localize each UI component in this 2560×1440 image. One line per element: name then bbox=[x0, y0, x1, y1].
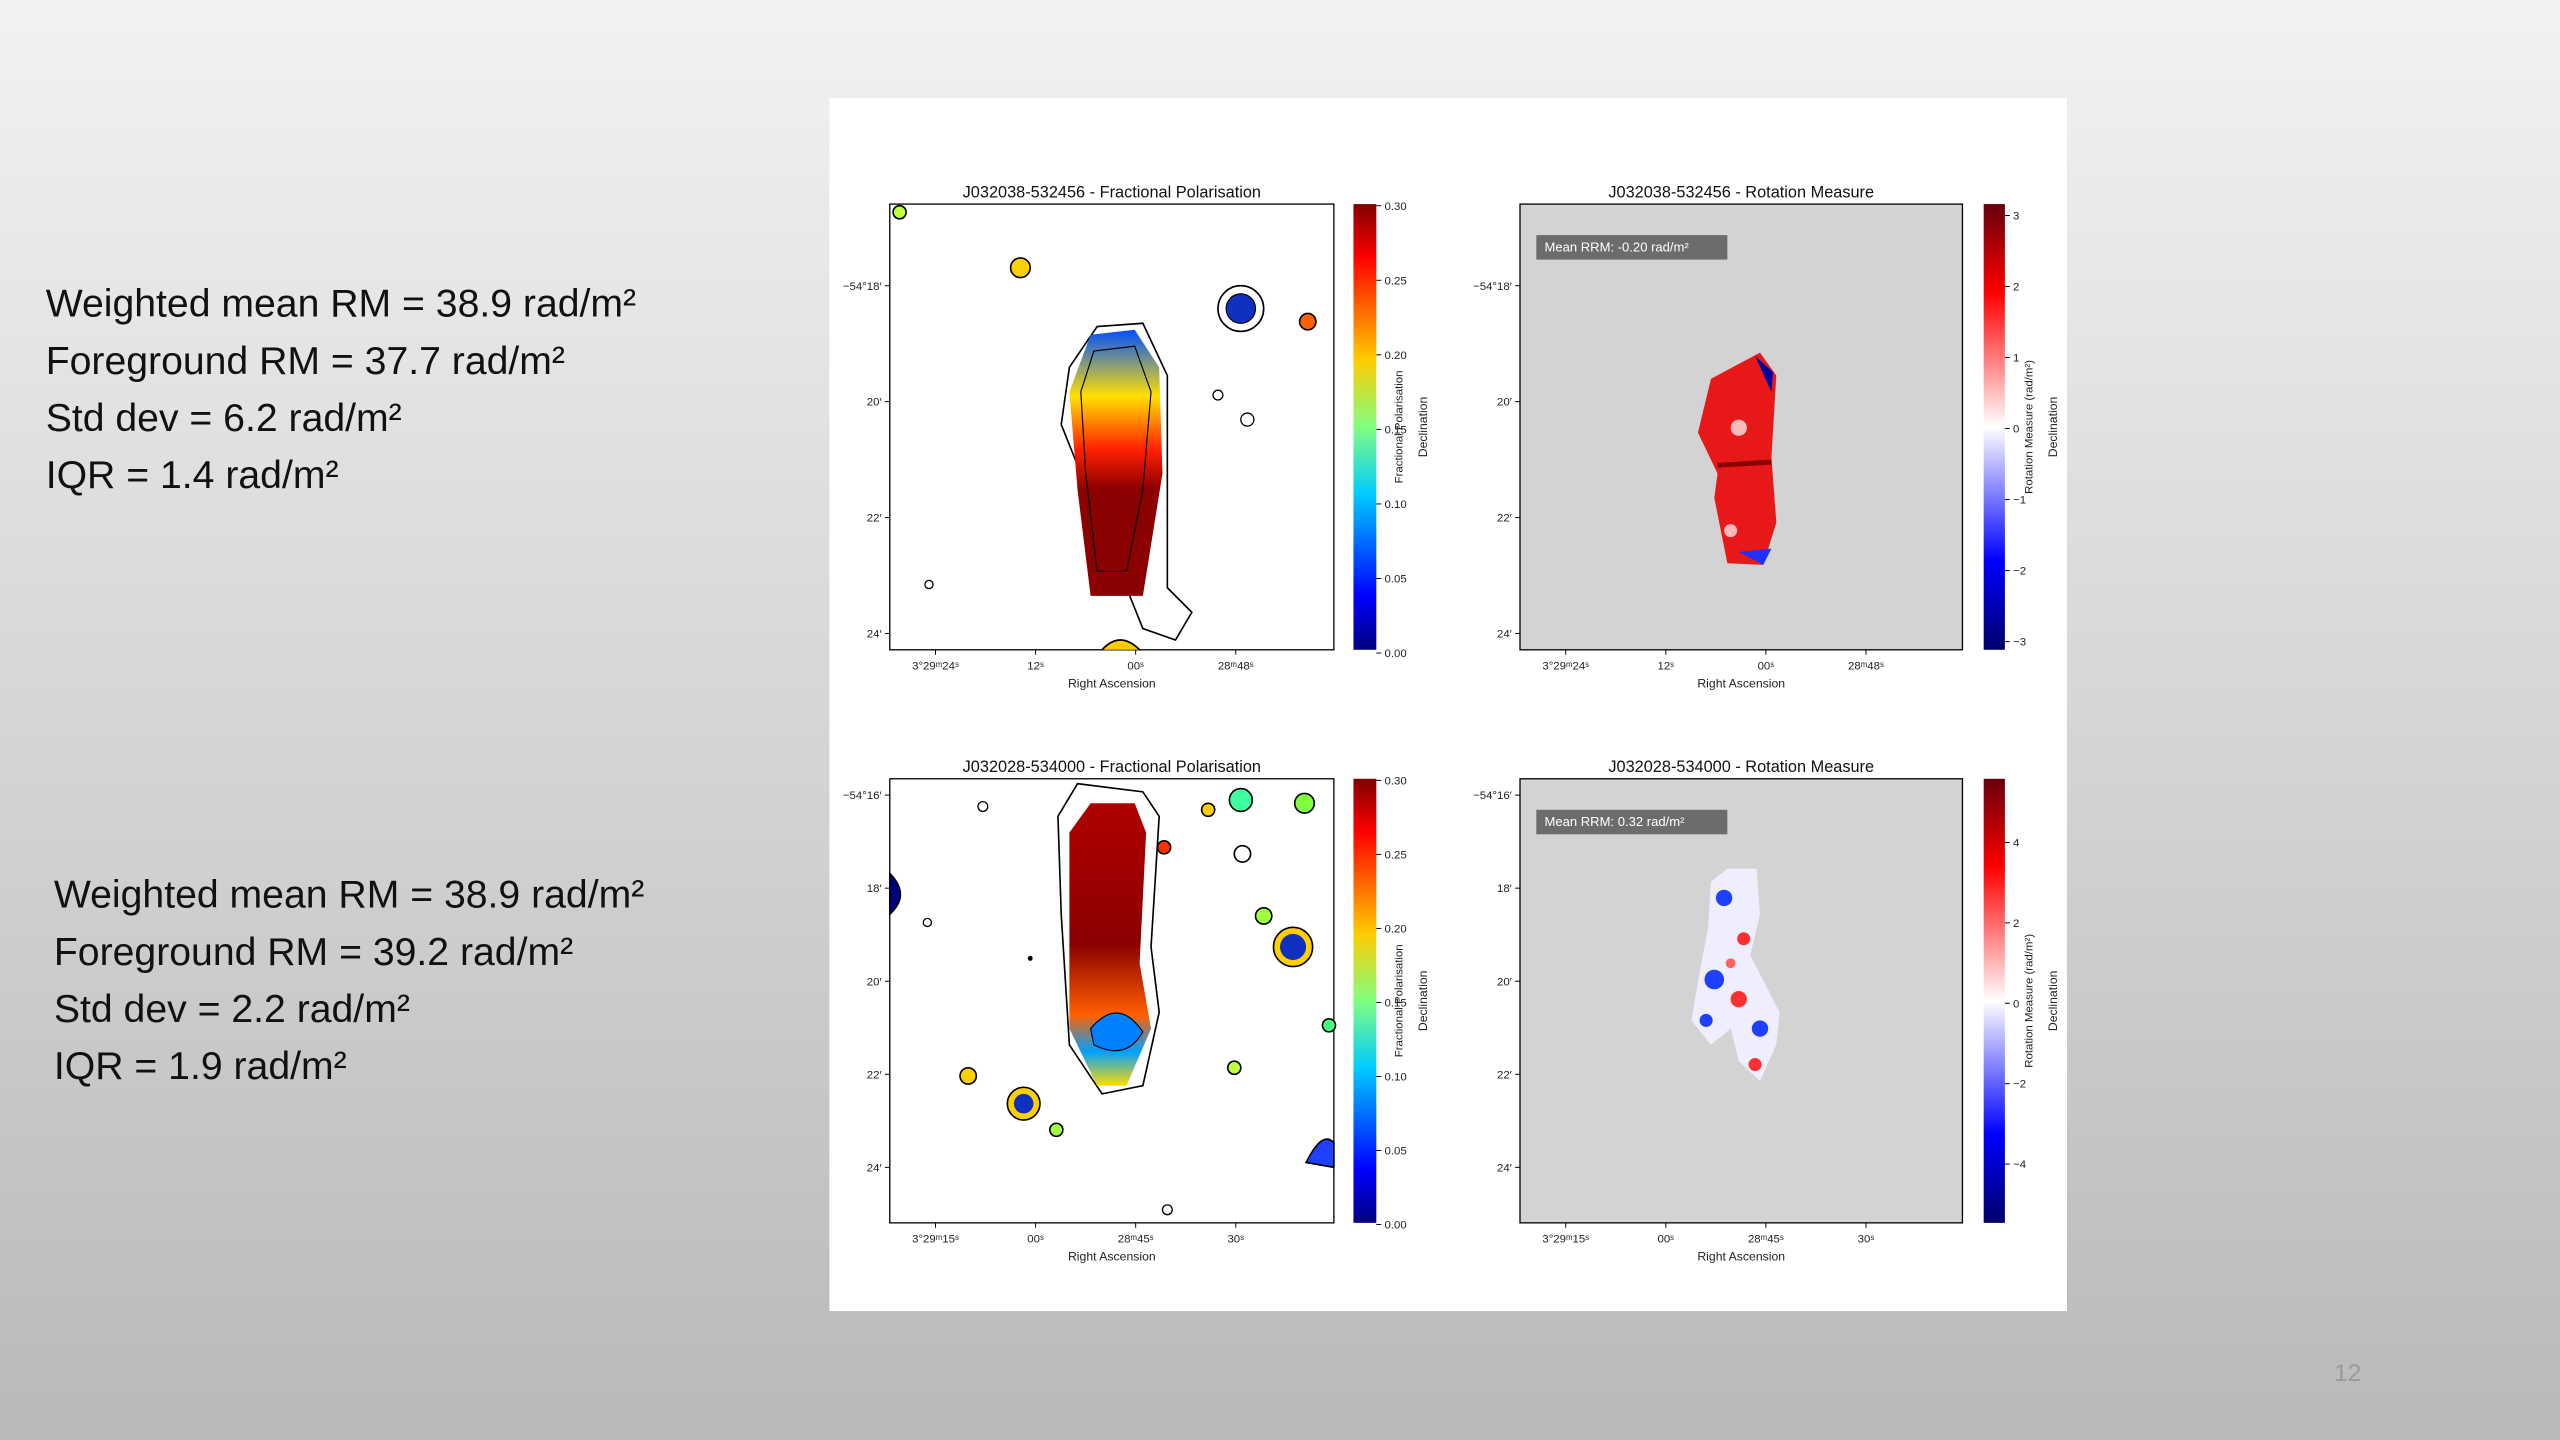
x-axis-label: Right Ascension bbox=[1697, 1249, 1785, 1263]
y-tick-label: 24′ bbox=[867, 629, 882, 641]
colorbar-tick-label: −2 bbox=[2013, 566, 2026, 578]
colorbar-tick-label: 0 bbox=[2013, 998, 2019, 1010]
colorbar bbox=[1353, 778, 1377, 1223]
colorbar bbox=[1983, 778, 2005, 1223]
source-image bbox=[892, 204, 1317, 651]
y-tick-label: 22′ bbox=[1497, 1069, 1512, 1081]
colorbar-tick-label: −2 bbox=[2013, 1079, 2026, 1091]
colorbar-label: Rotation Measure (rad/m²) bbox=[2024, 934, 2036, 1068]
annotation: Mean RRM: -0.20 rad/m² bbox=[1544, 239, 1689, 254]
colorbar bbox=[1983, 204, 2005, 650]
colorbar-tick-label: 0.30 bbox=[1384, 201, 1406, 213]
y-tick-label: 24′ bbox=[867, 1162, 882, 1174]
colorbar bbox=[1353, 204, 1377, 650]
x-tick-label: 30ˢ bbox=[1227, 1233, 1244, 1245]
stat-line: Foreground RM = 39.2 rad/m² bbox=[54, 931, 573, 974]
annotation-box bbox=[1536, 235, 1728, 260]
colorbar-label: Fractional Polarisation bbox=[1393, 944, 1405, 1057]
x-tick-label: 00ˢ bbox=[1658, 1233, 1675, 1245]
y-tick-label: 18′ bbox=[1497, 883, 1512, 895]
source-image bbox=[888, 782, 1337, 1216]
x-tick-label: 30ˢ bbox=[1858, 1233, 1875, 1245]
y-tick-label: −54°18′ bbox=[1473, 281, 1512, 293]
x-axis-label: Right Ascension bbox=[1068, 1249, 1156, 1263]
x-tick-label: 3°29ᵐ15ˢ bbox=[912, 1233, 959, 1245]
colorbar-tick-label: 3 bbox=[2013, 211, 2019, 223]
colorbar-tick-label: 0.10 bbox=[1384, 499, 1406, 511]
y-tick-label: 22′ bbox=[867, 1069, 882, 1081]
colorbar-tick-label: 0.20 bbox=[1384, 924, 1406, 936]
x-tick-label: 28ᵐ48ˢ bbox=[1848, 660, 1884, 672]
y-tick-label: 22′ bbox=[867, 513, 882, 525]
y-tick-label: 20′ bbox=[867, 976, 882, 988]
x-tick-label: 3°29ᵐ24ˢ bbox=[1542, 660, 1589, 672]
y-tick-label: 20′ bbox=[1497, 397, 1512, 409]
colorbar-tick-label: 0.20 bbox=[1384, 350, 1406, 362]
stat-line: Weighted mean RM = 38.9 rad/m² bbox=[46, 283, 636, 326]
stat-line: Std dev = 2.2 rad/m² bbox=[54, 988, 410, 1031]
annotation-box bbox=[1536, 809, 1728, 835]
y-axis-label: Declination bbox=[2046, 396, 2060, 457]
colorbar-tick-label: 0.25 bbox=[1384, 850, 1406, 862]
colorbar-tick-label: 1 bbox=[2013, 353, 2019, 365]
colorbar-tick-label: 2 bbox=[2013, 918, 2019, 930]
colorbar-tick-label: 2 bbox=[2013, 282, 2019, 294]
colorbar-tick-label: 4 bbox=[2013, 838, 2020, 850]
y-tick-label: 24′ bbox=[1497, 1162, 1512, 1174]
page-number: 12 bbox=[2334, 1360, 2361, 1387]
y-tick-label: 18′ bbox=[867, 883, 882, 895]
x-tick-label: 28ᵐ45ˢ bbox=[1118, 1233, 1154, 1245]
colorbar-tick-label: 0.05 bbox=[1384, 574, 1406, 586]
colorbar-tick-label: 0.00 bbox=[1384, 1220, 1406, 1232]
colorbar-tick-label: 0.25 bbox=[1384, 275, 1406, 287]
x-tick-label: 12ˢ bbox=[1027, 660, 1044, 672]
panel-title: J032038-532456 - Fractional Polarisation bbox=[963, 184, 1261, 202]
x-axis-label: Right Ascension bbox=[1697, 676, 1785, 690]
panel-title: J032028-534000 - Rotation Measure bbox=[1608, 758, 1874, 776]
colorbar-tick-label: −1 bbox=[2013, 495, 2026, 507]
rm-map bbox=[1697, 352, 1777, 565]
stat-line: IQR = 1.9 rad/m² bbox=[54, 1045, 347, 1088]
colorbar-label: Fractional Polarisation bbox=[1393, 371, 1405, 484]
annotation: Mean RRM: 0.32 rad/m² bbox=[1544, 814, 1685, 829]
colorbar-tick-label: 0.30 bbox=[1384, 775, 1406, 787]
panel-title: J032038-532456 - Rotation Measure bbox=[1608, 184, 1874, 202]
y-axis-label: Declination bbox=[2046, 970, 2060, 1031]
x-axis-label: Right Ascension bbox=[1068, 676, 1156, 690]
x-tick-label: 28ᵐ48ˢ bbox=[1218, 660, 1254, 672]
x-tick-label: 28ᵐ45ˢ bbox=[1748, 1233, 1784, 1245]
rm-map bbox=[1691, 868, 1780, 1081]
colorbar-label: Rotation Measure (rad/m²) bbox=[2024, 360, 2036, 494]
x-tick-label: 3°29ᵐ24ˢ bbox=[912, 660, 959, 672]
x-tick-label: 00ˢ bbox=[1758, 660, 1775, 672]
colorbar-tick-label: 0.00 bbox=[1384, 648, 1406, 660]
y-tick-label: 24′ bbox=[1497, 629, 1512, 641]
y-axis-label: Declination bbox=[1416, 396, 1430, 457]
colorbar-tick-label: 0 bbox=[2013, 424, 2019, 436]
colorbar-tick-label: 0.15 bbox=[1384, 424, 1406, 436]
colorbar-tick-label: 0.15 bbox=[1384, 998, 1406, 1010]
colorbar-tick-label: −3 bbox=[2013, 637, 2026, 649]
colorbar-tick-label: −4 bbox=[2013, 1159, 2027, 1171]
panel-title: J032028-534000 - Fractional Polarisation bbox=[963, 758, 1261, 776]
stat-line: Std dev = 6.2 rad/m² bbox=[46, 397, 402, 440]
x-tick-label: 12ˢ bbox=[1658, 660, 1675, 672]
x-tick-label: 3°29ᵐ15ˢ bbox=[1542, 1233, 1589, 1245]
stat-line: Foreground RM = 37.7 rad/m² bbox=[46, 340, 565, 383]
stat-line: IQR = 1.4 rad/m² bbox=[46, 454, 339, 497]
y-tick-label: 22′ bbox=[1497, 513, 1512, 525]
colorbar-tick-label: 0.10 bbox=[1384, 1072, 1406, 1084]
y-tick-label: 20′ bbox=[1497, 976, 1512, 988]
y-tick-label: −54°16′ bbox=[1473, 790, 1512, 802]
x-tick-label: 00ˢ bbox=[1127, 660, 1144, 672]
colorbar-tick-label: 0.05 bbox=[1384, 1146, 1406, 1158]
y-tick-label: −54°16′ bbox=[843, 790, 882, 802]
x-tick-label: 00ˢ bbox=[1027, 1233, 1044, 1245]
y-axis-label: Declination bbox=[1416, 970, 1430, 1031]
y-tick-label: 20′ bbox=[867, 397, 882, 409]
y-tick-label: −54°18′ bbox=[843, 281, 882, 293]
stat-line: Weighted mean RM = 38.9 rad/m² bbox=[54, 874, 644, 917]
